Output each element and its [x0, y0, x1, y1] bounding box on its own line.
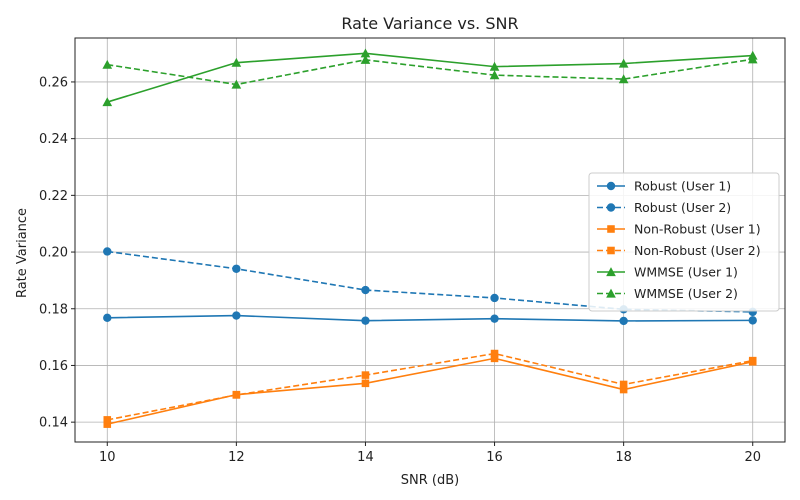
data-point: [361, 285, 370, 295]
chart-title: Rate Variance vs. SNR: [341, 14, 518, 33]
y-tick-label: 0.16: [39, 359, 68, 374]
y-axis-ticks: 0.14 0.16 0.18 0.20 0.22 0.24 0.26: [39, 75, 75, 431]
series-line-2: [107, 357, 753, 425]
data-point: [231, 57, 242, 67]
legend-marker: [607, 225, 615, 233]
data-point: [489, 61, 500, 71]
legend-entry: Non-Robust (User 1): [634, 222, 761, 237]
data-point: [103, 247, 112, 256]
y-tick-label: 0.20: [39, 246, 68, 261]
legend-marker: [606, 181, 616, 191]
data-point: [748, 356, 757, 365]
data-point: [102, 97, 113, 107]
legend-entry: Robust (User 2): [634, 200, 731, 215]
x-tick-label: 10: [99, 450, 116, 465]
data-point: [619, 385, 628, 394]
series-line-3: [107, 352, 753, 421]
data-point: [232, 391, 241, 399]
data-point: [361, 316, 370, 325]
series-line-0: [107, 314, 753, 322]
legend-marker: [606, 203, 616, 212]
data-point: [360, 48, 371, 58]
data-point: [103, 313, 112, 323]
data-point: [361, 379, 370, 388]
data-point: [231, 79, 242, 89]
data-point: [103, 416, 112, 424]
x-axis-ticks: 10 12 14 16 18 20: [99, 442, 761, 465]
data-point: [748, 316, 757, 325]
data-point: [102, 59, 113, 69]
data-point: [619, 316, 628, 326]
x-tick-label: 18: [615, 450, 632, 465]
data-point: [490, 314, 499, 323]
data-point: [489, 70, 500, 80]
legend-entry: Non-Robust (User 2): [634, 243, 761, 258]
x-tick-label: 20: [744, 450, 761, 465]
data-point: [232, 311, 241, 320]
y-tick-label: 0.18: [39, 302, 68, 317]
data-point: [619, 380, 628, 389]
y-axis-label: Rate Variance: [15, 208, 30, 298]
plot-frame: [74, 37, 786, 443]
x-tick-label: 12: [228, 450, 245, 465]
data-point: [360, 55, 371, 64]
data-point: [490, 354, 499, 363]
y-tick-label: 0.26: [39, 75, 68, 90]
legend-marker: [607, 246, 615, 255]
legend-entry: WMMSE (User 1): [634, 265, 738, 280]
x-tick-label: 16: [486, 450, 503, 465]
x-tick-label: 14: [357, 450, 374, 465]
series-line-5: [107, 58, 753, 86]
data-point: [232, 264, 241, 273]
y-tick-label: 0.22: [39, 189, 68, 204]
legend: Robust (User 1) Robust (User 2) Non-Robust…: [588, 172, 780, 312]
y-tick-label: 0.24: [39, 132, 68, 147]
data-point: [490, 349, 499, 358]
data-point: [618, 58, 629, 68]
data-point: [490, 293, 499, 303]
data-point: [361, 371, 370, 379]
legend-box: [588, 172, 780, 312]
series-line-4: [107, 52, 753, 103]
data-point: [103, 420, 112, 428]
y-tick-label: 0.14: [39, 416, 68, 431]
x-axis-label: SNR (dB): [401, 473, 459, 488]
legend-entry: WMMSE (User 2): [634, 286, 738, 301]
legend-marker: [606, 288, 616, 298]
data-point: [747, 54, 758, 64]
legend-entry: Robust (User 1): [634, 179, 731, 194]
legend-marker: [606, 267, 616, 277]
data-point: [618, 74, 629, 84]
